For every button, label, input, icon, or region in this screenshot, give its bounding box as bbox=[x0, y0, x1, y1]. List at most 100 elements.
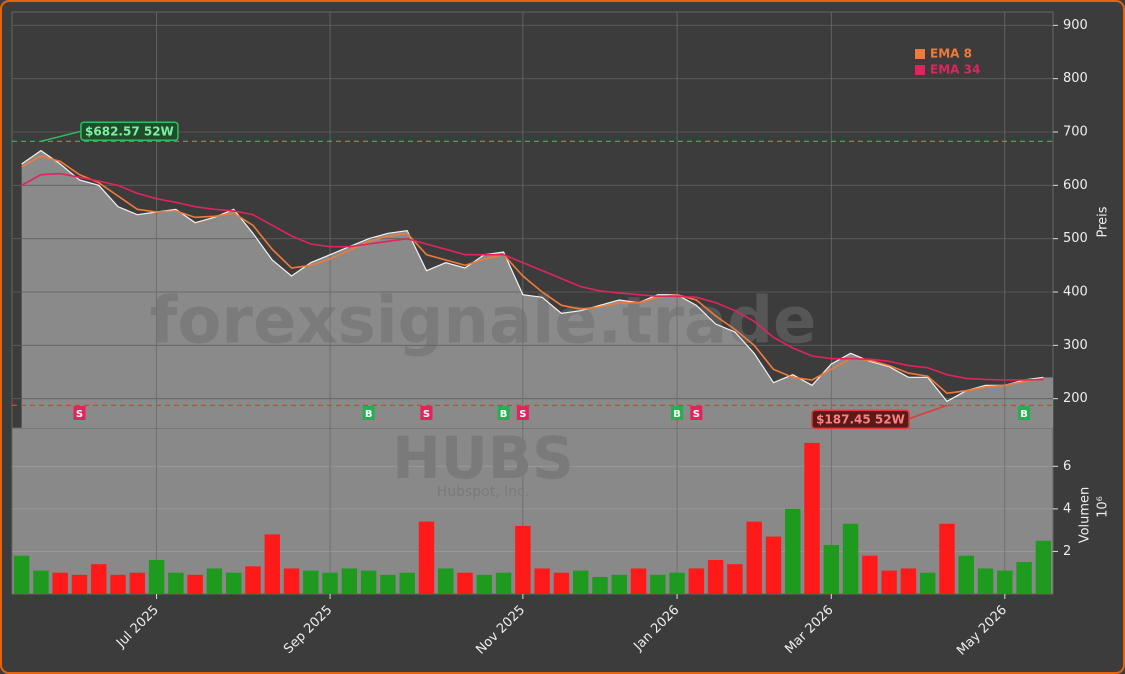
ema-line bbox=[21, 172, 1044, 381]
level-label: $187.45 52W bbox=[816, 412, 905, 426]
y-tick-label: 800 bbox=[1063, 71, 1088, 86]
volume-bar bbox=[727, 564, 743, 594]
price-line bbox=[21, 149, 1044, 403]
volume-bar bbox=[1016, 562, 1032, 594]
signal-box bbox=[497, 406, 510, 420]
y-tick-label: 6 bbox=[1063, 459, 1071, 474]
y-axis-label: Volumen bbox=[1078, 487, 1093, 544]
signal-label: B bbox=[365, 409, 373, 420]
volume-bar bbox=[476, 574, 493, 594]
volume-bar bbox=[1035, 540, 1052, 594]
volume-bar bbox=[303, 570, 319, 594]
volume-bar bbox=[91, 564, 107, 594]
y-tick-label: 2 bbox=[1063, 544, 1071, 559]
volume-bar bbox=[804, 442, 820, 594]
volume-bar bbox=[958, 555, 974, 594]
volume-bar bbox=[33, 570, 49, 594]
ema-line bbox=[21, 155, 1044, 395]
signal-label: B bbox=[500, 409, 508, 420]
y-tick-label: 500 bbox=[1063, 231, 1088, 246]
volume-bar bbox=[283, 568, 300, 594]
y-tick-label: 400 bbox=[1063, 285, 1088, 300]
volume-bar bbox=[495, 572, 512, 594]
volume-bar bbox=[592, 576, 608, 594]
volume-bar bbox=[650, 574, 666, 594]
signal-box bbox=[516, 406, 529, 420]
signal-box bbox=[362, 406, 375, 420]
volume-bar bbox=[977, 568, 994, 594]
volume-bar bbox=[341, 568, 358, 594]
y-tick-label: 900 bbox=[1063, 18, 1088, 33]
volume-bar bbox=[438, 568, 454, 594]
volume-bar bbox=[399, 572, 415, 594]
volume-bar bbox=[997, 570, 1013, 594]
volume-bar bbox=[842, 523, 859, 594]
volume-bar bbox=[71, 574, 88, 594]
volume-bar bbox=[13, 555, 30, 594]
signal-label: S bbox=[423, 409, 430, 420]
level-label-box bbox=[80, 121, 179, 142]
signal-label: S bbox=[519, 409, 526, 420]
volume-bar bbox=[187, 574, 203, 594]
legend-label: EMA 8 bbox=[930, 47, 972, 61]
volume-bar bbox=[765, 536, 782, 594]
level-label-box bbox=[811, 409, 910, 430]
y-tick-label: 600 bbox=[1063, 178, 1088, 193]
volume-bar bbox=[785, 508, 801, 594]
volume-bar bbox=[110, 574, 126, 594]
volume-bar bbox=[534, 568, 550, 594]
y-axis-unit: 10⁶ bbox=[1096, 496, 1111, 518]
volume-bar bbox=[457, 572, 473, 594]
signal-label: S bbox=[693, 409, 700, 420]
volume-bar bbox=[900, 568, 917, 594]
y-tick-label: 4 bbox=[1063, 501, 1071, 516]
legend-label: EMA 34 bbox=[930, 63, 980, 77]
volume-bar bbox=[881, 570, 897, 594]
volume-bar bbox=[939, 523, 955, 594]
volume-bar bbox=[515, 525, 531, 594]
volume-bar bbox=[572, 570, 589, 594]
y-axis-label: Preis bbox=[1096, 206, 1111, 237]
volume-bar bbox=[746, 521, 762, 594]
price-area bbox=[21, 150, 1053, 428]
y-tick-label: 200 bbox=[1063, 391, 1088, 406]
level-label: $682.57 52W bbox=[85, 124, 174, 138]
legend-swatch bbox=[915, 65, 925, 75]
level-arrow bbox=[906, 404, 948, 421]
signal-box bbox=[671, 406, 684, 420]
volume-bar bbox=[553, 572, 570, 594]
volume-bar bbox=[919, 572, 936, 594]
signal-box bbox=[690, 406, 703, 420]
signal-box bbox=[420, 406, 433, 420]
volume-bar bbox=[862, 555, 878, 594]
signal-label: B bbox=[1020, 409, 1028, 420]
volume-bar bbox=[264, 534, 280, 594]
volume-bar bbox=[52, 572, 68, 594]
ticker-watermark: HUBS bbox=[392, 424, 574, 492]
watermark: forexsignale.trade bbox=[150, 285, 817, 359]
volume-bar bbox=[707, 559, 724, 594]
volume-bar bbox=[360, 570, 377, 594]
signal-box bbox=[1018, 406, 1031, 420]
volume-bar bbox=[206, 568, 223, 594]
volume-bar bbox=[418, 521, 435, 594]
volume-bar bbox=[688, 568, 705, 594]
volume-bar bbox=[669, 572, 685, 594]
company-watermark: Hubspot, Inc. bbox=[437, 484, 530, 500]
legend-swatch bbox=[915, 49, 925, 59]
signal-label: B bbox=[673, 409, 681, 420]
volume-bar bbox=[225, 572, 242, 594]
volume-bar bbox=[380, 574, 396, 594]
volume-bar bbox=[148, 559, 165, 594]
y-tick-label: 300 bbox=[1063, 338, 1088, 353]
signal-box bbox=[73, 406, 86, 420]
volume-bar bbox=[611, 574, 627, 594]
volume-bar bbox=[129, 572, 146, 594]
volume-bar bbox=[630, 568, 647, 594]
volume-bar bbox=[823, 545, 840, 594]
volume-bar bbox=[168, 572, 184, 594]
volume-bar bbox=[322, 572, 338, 594]
y-tick-label: 700 bbox=[1063, 125, 1088, 140]
